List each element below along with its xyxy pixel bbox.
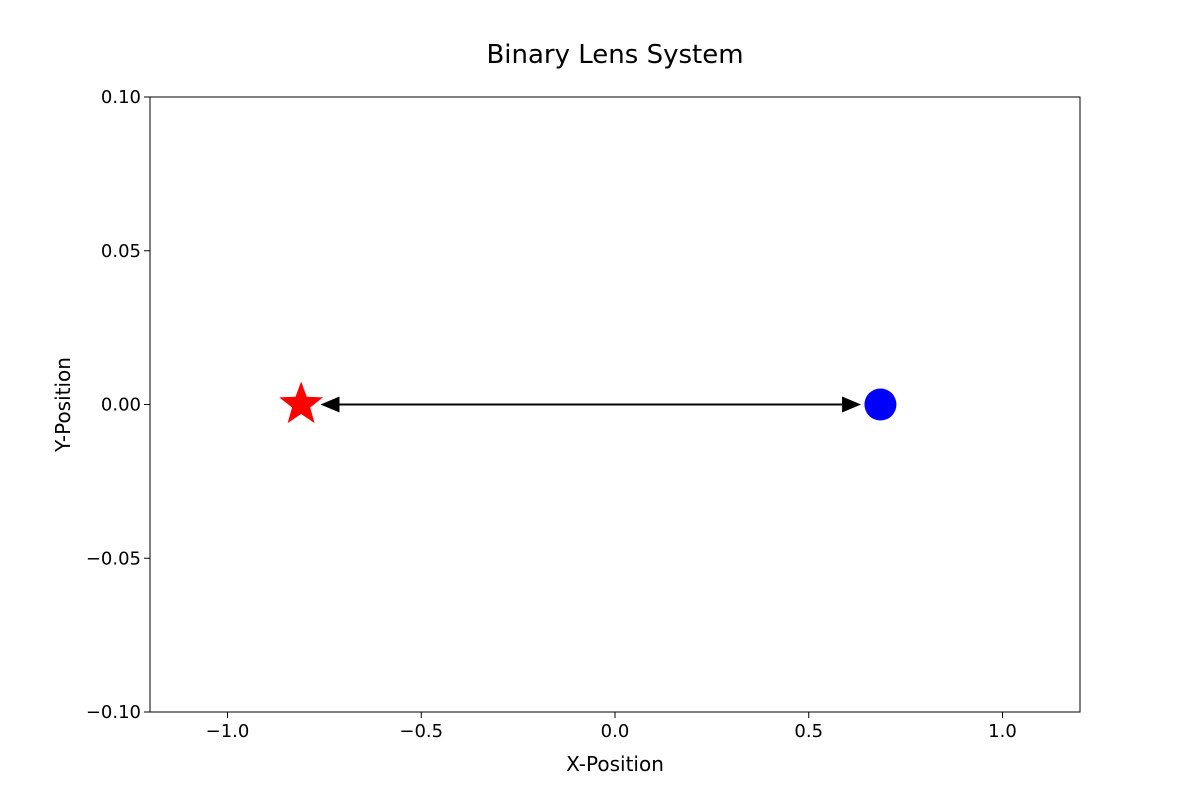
y-axis-ticks: −0.10 −0.05 0.00 0.05 0.10 (86, 87, 150, 723)
x-axis-ticks: −1.0 −0.5 0.0 0.5 1.0 (206, 712, 1017, 742)
star-marker (279, 381, 323, 424)
y-tick-label: −0.10 (86, 702, 141, 723)
separation-arrow-head-left (320, 396, 340, 413)
y-axis-label: Y-Position (51, 357, 75, 453)
x-axis-label: X-Position (566, 752, 664, 776)
separation-arrow-head-right (842, 396, 862, 413)
plot-area-frame (149, 96, 1081, 713)
x-tick-label: 1.0 (988, 721, 1017, 742)
x-tick-label: −0.5 (399, 721, 443, 742)
y-tick-label: −0.05 (86, 548, 141, 569)
y-tick-label: 0.05 (101, 241, 141, 262)
circle-marker (864, 388, 897, 421)
y-tick-label: 0.10 (101, 87, 141, 108)
chart-title: Binary Lens System (486, 40, 743, 70)
x-tick-label: 0.5 (794, 721, 823, 742)
y-tick-label: 0.00 (101, 395, 141, 416)
x-tick-label: 0.0 (601, 721, 630, 742)
data-marks (279, 381, 897, 424)
x-tick-label: −1.0 (206, 721, 250, 742)
